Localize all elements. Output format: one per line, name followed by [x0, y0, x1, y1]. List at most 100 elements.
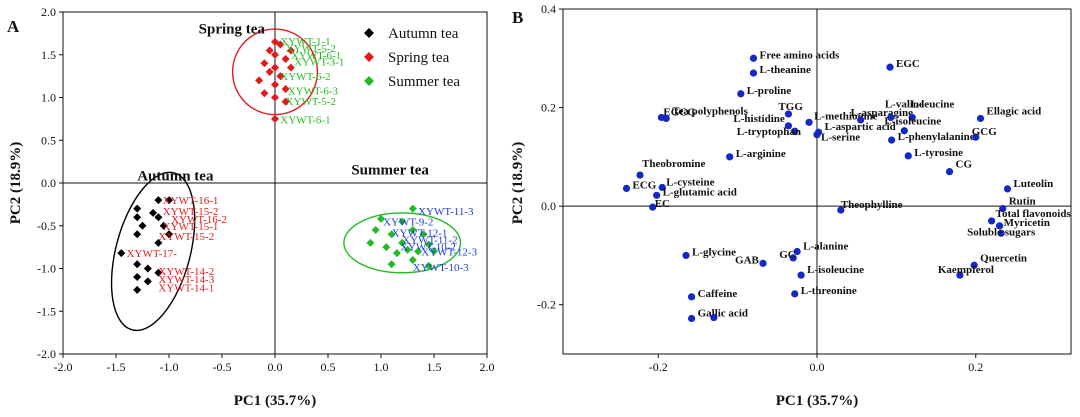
panel-b-loading-point	[726, 153, 734, 161]
panel-a-sample-label: XYWT-16-1	[163, 195, 219, 207]
panel-a-point	[143, 277, 152, 286]
panel-b-loading-label: L-phenylalanine	[898, 131, 975, 143]
panel-a-sample-label: XYWT-5-2	[286, 43, 336, 55]
panel-a-sample-label: XYWT-3-1	[294, 57, 344, 69]
panel-a-point	[133, 285, 142, 294]
panel-a-xtick-label: 0.0	[268, 360, 283, 374]
panel-a-points	[117, 37, 438, 294]
panel-b-ytick-label: 0.4	[541, 2, 556, 16]
panel-a-point	[424, 261, 433, 270]
panel-b-loading-point	[789, 254, 797, 262]
panel-a-point	[133, 204, 142, 213]
panel-b-loading-label: Gallic acid	[698, 308, 748, 320]
panel-b-loading-label: GCG	[972, 126, 998, 138]
panel-a-point	[265, 46, 274, 55]
panel-b-loading-point	[687, 314, 696, 323]
panel-b-loading-point	[710, 313, 718, 322]
panel-b-loading-label: L-threonine	[801, 285, 857, 297]
panel-a-point	[276, 40, 285, 49]
panel-b-loading-point	[658, 183, 666, 192]
panel-a-xtick-label: 2.0	[480, 360, 495, 374]
panel-b-loading-label: L-valine	[885, 98, 924, 110]
panel-b-loading-label: Quercetin	[980, 252, 1027, 264]
panel-a-point	[366, 238, 375, 247]
panel-b-loading-point	[886, 63, 894, 71]
panel-b-loading-point	[622, 184, 631, 192]
panel-b-loading-point	[791, 290, 799, 298]
panel-a-point	[377, 214, 385, 223]
panel-a-sample-label: XYWT-10-2	[400, 241, 456, 253]
panel-a-ylabel: PC2 (18.9%)	[8, 142, 24, 225]
panel-a-point	[154, 268, 163, 277]
panel-b-loading-label: Myricetin	[1004, 217, 1050, 229]
panel-b-loading-label: L-alanine	[803, 240, 848, 252]
panel-b-loading-point	[904, 152, 912, 160]
panel-b-loading-label: L-glutamic acid	[663, 186, 737, 198]
panel-b-loading-label: L-asparagine	[851, 107, 913, 119]
panel-a-ytick-label: -1.0	[37, 262, 56, 276]
panel-b-loading-label: Luteolin	[1014, 178, 1054, 190]
panel-b-loading-point	[784, 110, 793, 118]
panel-a-point	[117, 249, 126, 258]
panel-b-axes: -0.2 0.0 0.2 -0.2 0.0 0.2 0.4	[537, 2, 1071, 374]
panel-a-chart: -2.0 -1.5 -1.0 -0.5 0.0 0.5 1.0 1.5 2.0 -2.0 -1.5 -…	[7, 5, 495, 409]
panel-b-loading-label: GC	[779, 249, 796, 261]
panel-b-loading-point	[737, 90, 745, 98]
panel-b-loadings: Free amino acids L-theanine L-proline EGC EG…	[622, 49, 1071, 323]
panel-a-point	[414, 247, 423, 256]
panel-b-loading-label: Kaempferol	[938, 264, 994, 276]
panel-a-legend-label: Spring tea	[388, 50, 450, 66]
panel-b-loading-point	[970, 261, 978, 269]
panel-b-loading-label: TGG	[778, 101, 803, 113]
panel-b-loading-label: L-arginine	[736, 148, 786, 160]
panel-b-loading-label: Soluble sugars	[967, 226, 1036, 238]
panel-a-sample-label: XYWT-11-3	[418, 206, 474, 218]
panel-a-point	[382, 243, 391, 252]
panel-b-loading-point	[999, 205, 1007, 213]
panel-a-point	[133, 213, 142, 222]
panel-b-xtick-label: -0.2	[649, 360, 668, 374]
panel-b-loading-point	[1003, 185, 1012, 193]
panel-b-loading-point	[797, 271, 805, 279]
panel-a-point	[265, 67, 274, 76]
panel-b-loading-label: L-glycine	[692, 246, 736, 258]
panel-b-chart: -0.2 0.0 0.2 -0.2 0.0 0.2 0.4 Free amino acids…	[510, 2, 1072, 409]
panel-a-legend: Autumn tea Spring tea Summer tea	[364, 26, 460, 90]
panel-a-sample-label: XYWT-14-3	[158, 274, 214, 286]
panel-b-loading-label: L-aspartic acid	[825, 121, 896, 133]
panel-a-point	[281, 84, 290, 93]
panel-b-xlabel: PC1 (35.7%)	[776, 393, 859, 409]
panel-a-sample-label: XYWT-17-	[127, 248, 178, 260]
panel-b-loading-label: L-cysteine	[666, 176, 714, 188]
panel-b-loading-point	[945, 168, 954, 176]
panel-b-loading-point	[995, 222, 1004, 230]
panel-a-sample-label: XYWT-14-2	[158, 266, 214, 278]
panel-a-point	[255, 76, 264, 85]
panel-b-loading-point	[662, 114, 670, 123]
panel-a-sample-label: XYWT-15-2	[158, 231, 214, 243]
panel-a-axes: -2.0 -1.5 -1.0 -0.5 0.0 0.5 1.0 1.5 2.0 -2.0 -1.5 -…	[37, 5, 495, 374]
panel-b-loading-label: Ellagic acid	[987, 105, 1042, 117]
panel-a-ytick-label: 2.0	[41, 5, 56, 19]
panel-a-point	[271, 50, 279, 59]
panel-b-loading-point	[887, 113, 895, 122]
panel-a-point	[276, 72, 285, 81]
panel-a-sample-label: XYWT-15-1	[163, 221, 219, 233]
panel-b-loading-point	[988, 217, 996, 225]
panel-b-loading-label: L-serine	[821, 132, 860, 144]
panel-b-loading-point	[888, 136, 896, 144]
panel-b-loading-point	[791, 127, 799, 135]
panel-a-group-label: Spring tea	[199, 21, 266, 37]
panel-b-loading-label: L-isoleucine	[884, 116, 941, 128]
panel-b-loading-label: ECG	[633, 179, 657, 191]
panel-a-legend-label: Autumn tea	[388, 26, 459, 42]
panel-a-xtick-label: -1.0	[160, 360, 179, 374]
panel-a-sample-label: XYWT-12-1	[392, 228, 448, 240]
panel-b-loading-point	[749, 69, 758, 77]
panel-a-xtick-label: 0.5	[321, 360, 336, 374]
panel-a-point	[154, 213, 163, 222]
panel-b-loading-label: L-isoleucine	[807, 264, 864, 276]
panel-a-point	[398, 217, 407, 226]
panel-a-point	[271, 63, 279, 72]
